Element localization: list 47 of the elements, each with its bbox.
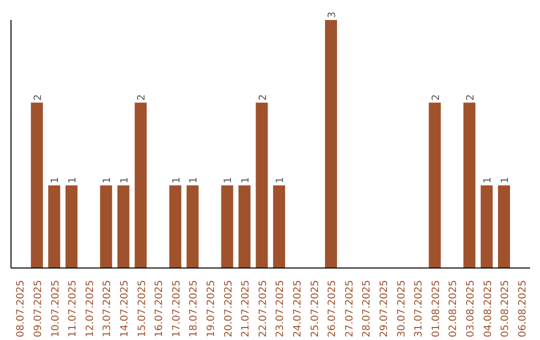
x-tick-label: 12.07.2025 <box>84 280 96 338</box>
x-tick-label: 27.07.2025 <box>344 280 356 338</box>
x-tick-label: 31.07.2025 <box>414 280 425 338</box>
x-tick-label: 11.07.2025 <box>68 280 79 338</box>
x-tick-label: 24.07.2025 <box>292 280 304 338</box>
x-tick-label: 14.07.2025 <box>119 280 130 338</box>
x-tick-label: 30.07.2025 <box>396 280 408 338</box>
x-tick-label: 28.07.2025 <box>362 280 373 338</box>
data-label: 2 <box>465 94 476 101</box>
data-label: 1 <box>119 176 130 184</box>
data-label: 1 <box>67 176 78 184</box>
x-tick-label: 20.07.2025 <box>223 280 234 338</box>
data-label: 2 <box>430 94 442 101</box>
x-tick-label: 18.07.2025 <box>188 280 200 338</box>
x-tick-label: 13.07.2025 <box>102 280 114 338</box>
data-label: 1 <box>171 176 182 184</box>
x-tick-label: 05.08.2025 <box>500 280 512 338</box>
data-label: 1 <box>50 176 62 184</box>
x-tick-label: 08.07.2025 <box>16 280 27 338</box>
x-tick-label: 15.07.2025 <box>136 280 148 338</box>
data-label: 1 <box>275 176 286 184</box>
x-tick-label: 03.08.2025 <box>465 280 476 338</box>
data-label: 1 <box>188 176 200 184</box>
x-tick-label: 22.07.2025 <box>258 280 269 338</box>
x-tick-label: 19.07.2025 <box>206 280 217 338</box>
data-label: 1 <box>240 176 252 184</box>
x-tick-label: 26.07.2025 <box>327 280 338 338</box>
data-label: 1 <box>500 176 511 184</box>
data-label: 1 <box>102 176 114 184</box>
data-label: 2 <box>32 94 44 101</box>
x-tick-label: 10.07.2025 <box>50 280 62 338</box>
x-tick-label: 29.07.2025 <box>378 280 390 338</box>
x-tick-label: 16.07.2025 <box>154 280 166 338</box>
x-tick-label: 02.08.2025 <box>448 280 460 338</box>
x-tick-label: 17.07.2025 <box>171 280 182 338</box>
x-tick-label: 21.07.2025 <box>240 280 252 338</box>
x-tick-label: 06.08.2025 <box>517 280 528 338</box>
data-label: 1 <box>482 176 494 184</box>
x-tick-label: 09.07.2025 <box>32 280 44 338</box>
x-tick-label: 01.08.2025 <box>430 280 442 338</box>
data-label: 1 <box>223 176 234 184</box>
x-tick-label: 25.07.2025 <box>310 280 321 338</box>
x-tick-label: 23.07.2025 <box>275 280 286 338</box>
data-label: 2 <box>136 94 148 101</box>
x-tick-label: 04.08.2025 <box>482 280 494 338</box>
data-label: 3 <box>326 12 338 18</box>
data-label: 2 <box>258 94 269 101</box>
